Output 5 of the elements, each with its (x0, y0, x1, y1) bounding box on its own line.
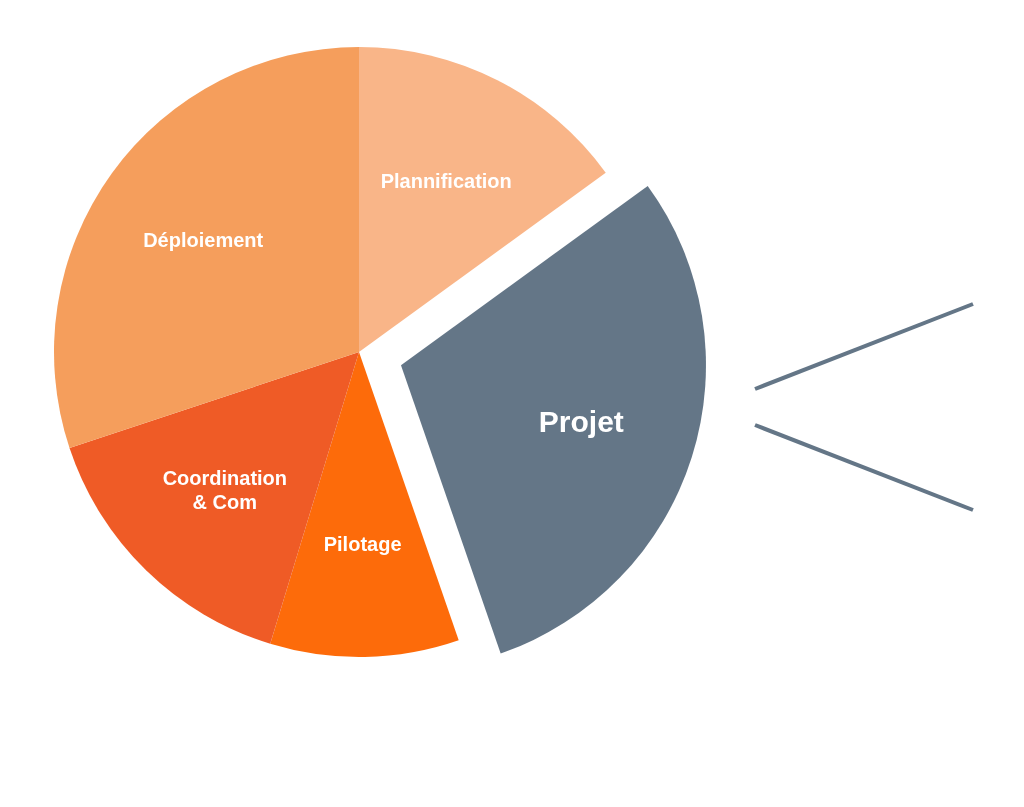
slice-label: Déploiement (143, 228, 264, 251)
slice-label: Plannification (380, 169, 512, 192)
slice-label: Coordination & Com (162, 466, 288, 513)
slice-label: Pilotage (323, 533, 402, 556)
slice-label: Projet (538, 405, 624, 439)
